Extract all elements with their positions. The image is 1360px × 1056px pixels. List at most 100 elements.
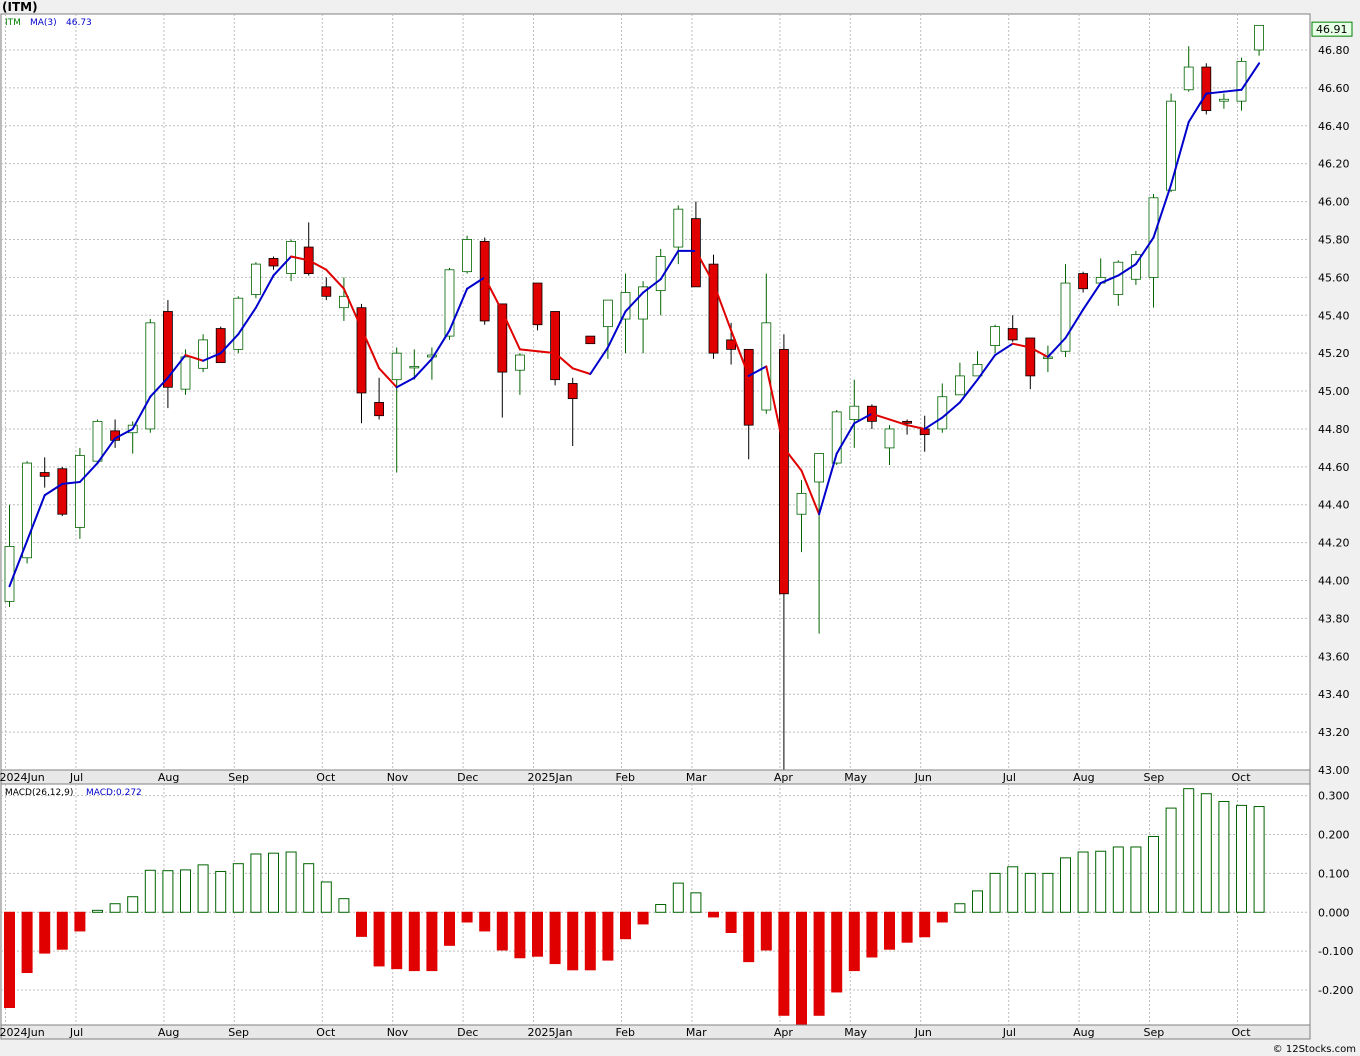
ma-segment xyxy=(782,446,803,472)
macd-bar xyxy=(268,852,279,913)
macd-bar xyxy=(39,911,51,954)
macd-bar xyxy=(1218,800,1230,913)
candle-body xyxy=(145,322,156,430)
price-x-tick-label: Sep xyxy=(1144,771,1165,784)
macd-tick-label: 0.000 xyxy=(1318,906,1350,919)
candle xyxy=(779,334,789,770)
macd-bar xyxy=(1183,788,1195,913)
price-x-axis: 2024Jun Jul Aug Sep Oct Nov Dec 2025Jan Feb Mar Ap… xyxy=(0,771,1251,784)
macd-bar xyxy=(972,890,983,913)
price-tick-label: 46.00 xyxy=(1318,196,1350,209)
macd-bar xyxy=(303,863,315,913)
macd-bar xyxy=(232,863,244,913)
candle-body xyxy=(743,348,754,426)
price-x-tick-label: May xyxy=(844,771,867,784)
macd-bar xyxy=(848,911,860,972)
candle xyxy=(338,277,349,321)
candle-body xyxy=(620,292,631,320)
price-tick-label: 46.80 xyxy=(1318,44,1350,57)
macd-x-tick-label: Oct xyxy=(316,1026,336,1039)
candle xyxy=(497,303,508,418)
price-x-tick-label: Sep xyxy=(228,771,249,784)
candle xyxy=(955,362,965,396)
macd-x-tick-label: Sep xyxy=(228,1026,249,1039)
ma-segment xyxy=(589,346,609,375)
macd-bar xyxy=(180,869,191,913)
macd-bar xyxy=(56,911,68,950)
macd-bar xyxy=(408,911,420,972)
ma-segment xyxy=(395,376,416,389)
price-x-tick-label: Nov xyxy=(387,771,409,784)
macd-bar xyxy=(919,911,931,938)
macd-bar xyxy=(532,911,543,957)
ma-segment xyxy=(114,427,134,440)
candle-body xyxy=(1201,66,1212,112)
ma-segment xyxy=(554,352,574,370)
price-tick-label: 44.80 xyxy=(1318,423,1350,436)
ma-segment xyxy=(958,378,979,404)
macd-bar xyxy=(74,911,86,932)
macd-bar xyxy=(1077,851,1089,913)
macd-bar xyxy=(602,911,614,961)
candle xyxy=(479,237,490,325)
macd-bar xyxy=(338,898,350,913)
macd-x-tick-label: 2025Jan xyxy=(528,1026,573,1039)
price-x-tick-label: Aug xyxy=(158,771,179,784)
macd-bar xyxy=(760,911,772,951)
macd-bar xyxy=(356,911,367,937)
macd-bar xyxy=(884,911,895,950)
macd-legend-value: MACD:0.272 xyxy=(86,788,142,798)
candle-body xyxy=(1113,261,1124,295)
candle xyxy=(1078,271,1088,293)
price-x-tick-label: Aug xyxy=(1073,771,1094,784)
candle xyxy=(92,419,103,464)
candle-body xyxy=(779,348,789,595)
price-axis: 43.00 43.20 43.40 43.60 43.80 44.00 44.20 44.40… xyxy=(1318,44,1350,777)
candle xyxy=(550,311,560,386)
macd-bar xyxy=(320,881,332,913)
candle-body xyxy=(162,311,173,388)
candle xyxy=(1219,93,1229,109)
macd-bar xyxy=(637,911,649,925)
macd-bar xyxy=(250,853,262,913)
candle-body xyxy=(567,383,578,400)
macd-bar xyxy=(989,872,1001,913)
macd-x-tick-label: 2024Jun xyxy=(0,1026,45,1039)
ma-segment xyxy=(61,481,81,485)
macd-axis: -0.200 -0.100 0.000 0.100 0.200 0.300 xyxy=(1318,790,1353,997)
candle xyxy=(532,282,543,331)
macd-bar xyxy=(1200,793,1212,913)
ma-segment xyxy=(149,376,169,398)
price-tick-label: 46.40 xyxy=(1318,120,1350,133)
ma-segment xyxy=(8,539,29,588)
candle xyxy=(1166,93,1176,193)
candle xyxy=(673,205,684,265)
candle-body xyxy=(990,326,1000,346)
ma-segment xyxy=(26,494,46,542)
macd-bar xyxy=(127,896,139,913)
candle-body xyxy=(356,307,367,394)
candle-body xyxy=(1060,282,1071,352)
ma-segment xyxy=(536,350,557,355)
candle-body xyxy=(479,240,490,322)
ma-segment xyxy=(325,268,345,290)
ma-segment xyxy=(870,412,891,421)
candle-body xyxy=(1236,60,1247,102)
ma-segment xyxy=(853,412,873,425)
candle xyxy=(39,457,50,488)
macd-bar xyxy=(426,911,438,972)
price-tick-label: 43.00 xyxy=(1318,764,1350,777)
macd-bar xyxy=(1024,872,1036,913)
price-tick-label: 44.20 xyxy=(1318,537,1350,550)
macd-x-axis-strip xyxy=(0,1024,1311,1040)
ma-segment xyxy=(1170,121,1190,186)
ma-segment xyxy=(96,437,117,465)
macd-bar xyxy=(109,903,121,913)
price-tick-label: 45.00 xyxy=(1318,385,1350,398)
macd-bar xyxy=(285,851,297,913)
macd-bar xyxy=(1236,804,1247,913)
ma-segment xyxy=(659,249,680,281)
macd-x-tick-label: Jun xyxy=(914,1026,932,1039)
price-x-tick-label: Mar xyxy=(686,771,707,784)
candle xyxy=(145,319,156,433)
